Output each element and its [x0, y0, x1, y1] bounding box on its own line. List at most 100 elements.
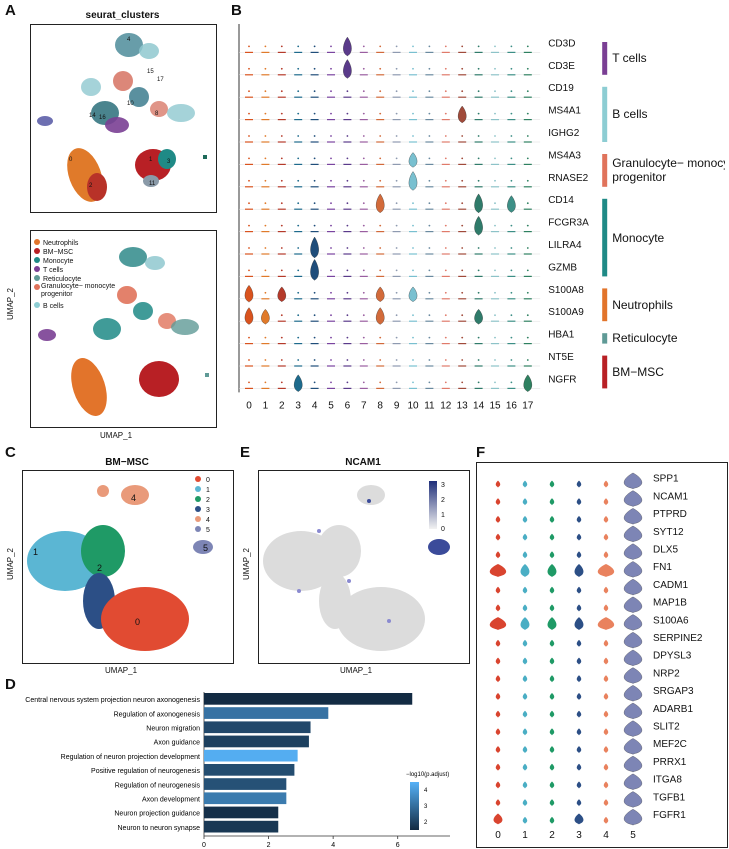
violin-cd14-c16 — [507, 195, 516, 213]
panel-d-bar-chart: Central nervous system projection neuron… — [25, 692, 450, 848]
f-row-prrx1: PRRX1 — [495, 755, 687, 773]
f-violin-tgfb1-c1 — [522, 799, 528, 807]
svg-text:10: 10 — [127, 101, 134, 107]
panel-b-letter: B — [231, 2, 242, 19]
f-violin-mef2c-c0 — [495, 746, 501, 754]
violin-rnase2-c10 — [408, 171, 418, 191]
f-violin-tgfb1-c2 — [549, 799, 555, 807]
f-violin-prrx1-c4 — [603, 763, 609, 771]
legend-c-3: 3 — [206, 507, 210, 514]
colorbar-e-tick-1: 1 — [441, 512, 445, 519]
b-cluster-tick-16: 16 — [506, 400, 518, 411]
f-violin-fn1-c0 — [489, 564, 507, 577]
svg-text:4: 4 — [127, 37, 131, 43]
violin-gzmb-c4 — [310, 259, 319, 281]
colorbar-e-tick-0: 0 — [441, 526, 445, 533]
panel-f-letter: F — [476, 444, 486, 461]
f-violin-adarb1-c0 — [495, 710, 501, 718]
violin-ms4a1-c13 — [457, 105, 467, 124]
f-violin-map1b-c3 — [576, 604, 582, 612]
f-gene-label-ptprd: PTPRD — [653, 509, 687, 520]
b-cluster-tick-10: 10 — [407, 400, 419, 411]
f-violin-map1b-c5 — [623, 596, 643, 614]
celltype-label-3: Monocyte — [612, 230, 665, 245]
d-bar-6 — [204, 778, 287, 790]
f-violin-mef2c-c5 — [623, 738, 643, 755]
f-row-slit2: SLIT2 — [495, 720, 680, 738]
f-gene-label-serpine2: SERPINE2 — [653, 633, 703, 644]
panel-b-violin-plot: CD3D CD3E CD19 MS4A1 IGHG2 MS4A3 RNASE2 CD14 FCG… — [238, 24, 725, 411]
gene-label-hba1: HBA1 — [548, 330, 575, 341]
legend-dot-reticulocyte — [34, 275, 40, 281]
panel-a-umap-celltypes: Neutrophils BM−MSC Monocyte T cells Reti… — [30, 230, 217, 428]
panel-e-umap: 3 2 1 0 — [258, 470, 470, 664]
f-violin-serpine2-c1 — [522, 639, 528, 647]
f-gene-label-cadm1: CADM1 — [653, 580, 688, 591]
d-bar-7 — [204, 792, 287, 805]
f-violin-adarb1-c4 — [603, 710, 609, 718]
celltype-label-6: BM−MSC — [612, 365, 664, 379]
panel-a-title: seurat_clusters — [85, 10, 160, 21]
d-bar-4 — [204, 749, 298, 762]
f-violin-serpine2-c4 — [603, 639, 609, 647]
f-gene-label-srgap3: SRGAP3 — [653, 686, 694, 697]
panel-c-letter: C — [5, 444, 16, 461]
f-violin-prrx1-c0 — [495, 763, 501, 771]
f-row-map1b: MAP1B — [495, 596, 687, 614]
d-bar-0 — [204, 693, 413, 705]
f-violin-dpysl3-c3 — [576, 657, 582, 665]
d-category-0: Central nervous system projection neuron… — [25, 697, 200, 704]
legend-c-0: 0 — [206, 477, 210, 484]
f-violin-prrx1-c3 — [576, 763, 582, 771]
panel-a-xlabel: UMAP_1 — [100, 431, 133, 440]
violin-row-ms4a3: MS4A3 — [239, 150, 581, 168]
b-cluster-tick-0: 0 — [246, 400, 252, 411]
b-cluster-tick-6: 6 — [345, 400, 351, 411]
f-gene-label-map1b: MAP1B — [653, 598, 687, 609]
gene-label-cd19: CD19 — [548, 83, 574, 94]
panel-a-letter: A — [5, 2, 16, 19]
f-violin-tgfb1-c4 — [603, 799, 609, 807]
d-xtick-4: 4 — [331, 842, 335, 848]
f-violin-adarb1-c2 — [549, 710, 555, 718]
legend-label-0: Neutrophils — [43, 240, 79, 247]
f-row-fn1: FN1 — [489, 561, 672, 578]
f-violin-s100a6-c4 — [597, 617, 615, 631]
d-xtick-6: 6 — [396, 842, 400, 848]
f-violin-spp1-c3 — [576, 480, 582, 488]
panel-c-xlabel: UMAP_1 — [105, 666, 138, 675]
f-cluster-tick-5: 5 — [630, 830, 636, 841]
gene-label-cd3e: CD3E — [548, 61, 575, 72]
panel-c-umap: 1 2 0 4 5 0 1 2 3 4 5 — [22, 470, 234, 664]
umap-ncam1-plot: 3 2 1 0 — [263, 481, 450, 651]
celltype-label-2: Granulocyte− monocyte progenitor — [612, 156, 725, 185]
f-violin-spp1-c2 — [549, 480, 555, 488]
f-violin-nrp2-c1 — [522, 675, 528, 683]
f-violin-dpysl3-c1 — [522, 657, 528, 665]
gene-label-ms4a3: MS4A3 — [548, 150, 581, 161]
ncam1-colorbar: 3 2 1 0 — [429, 481, 445, 533]
violin-row-fcgr3a: FCGR3A — [239, 216, 589, 236]
f-cluster-tick-2: 2 — [549, 830, 555, 841]
f-violin-adarb1-c5 — [623, 702, 643, 720]
celltype-bar-6 — [602, 355, 608, 389]
violin-ms4a3-c10 — [408, 152, 418, 168]
violin-row-cd14: CD14 — [239, 193, 574, 214]
f-violin-slit2-c5 — [623, 720, 643, 738]
violin-row-s100a9: S100A9 — [239, 307, 584, 325]
d-category-7: Axon development — [142, 797, 200, 804]
violin-row-gzmb: GZMB — [239, 259, 577, 281]
f-frame — [476, 462, 728, 848]
panel-d-letter: D — [5, 676, 16, 693]
f-violin-nrp2-c4 — [603, 675, 609, 683]
f-violin-nrp2-c3 — [576, 675, 582, 683]
f-gene-label-s100a6: S100A6 — [653, 615, 689, 626]
f-violin-serpine2-c2 — [549, 639, 555, 647]
b-cluster-tick-14: 14 — [473, 400, 485, 411]
f-violin-itga8-c3 — [576, 781, 582, 789]
violin-lilra4-c4 — [310, 236, 319, 259]
violin-row-cd3e: CD3E — [239, 59, 575, 79]
violin-s100a9-c1 — [261, 309, 270, 325]
f-violin-serpine2-c0 — [495, 639, 501, 647]
svg-text:0: 0 — [135, 617, 140, 627]
